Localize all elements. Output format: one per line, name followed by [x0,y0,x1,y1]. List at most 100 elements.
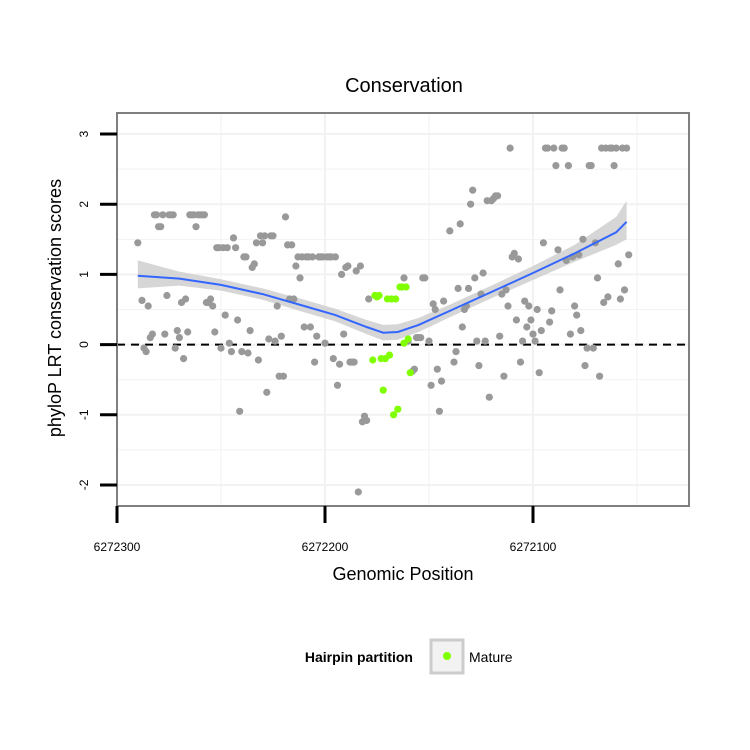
data-point [535,369,543,377]
data-point [469,186,477,194]
data-point [338,270,346,278]
data-point [467,200,475,208]
legend-title: Hairpin partition [305,649,413,665]
data-point [433,365,441,373]
data-point [589,344,597,352]
data-point [182,295,190,303]
data-point [152,211,161,219]
data-point [521,297,529,305]
data-point [610,162,618,170]
data-point [173,327,181,335]
data-point [306,323,314,331]
data-point [354,488,362,496]
data-point [550,144,558,152]
data-point [514,255,523,263]
data-point [229,234,238,242]
data-point [350,358,358,366]
data-point [344,262,352,270]
data-point [296,274,304,282]
data-point [238,348,246,356]
mature-point [385,351,394,359]
data-point [148,330,156,338]
legend-key-mature-point [443,652,451,660]
data-point [242,253,250,261]
data-point [596,372,604,380]
data-point [223,244,231,252]
data-point [292,262,300,270]
data-point [510,249,518,257]
data-point [533,305,541,314]
data-point [269,232,277,240]
data-point [454,284,462,292]
axes: -2 -1 0 1 2 3 6272300 6272200 6272100 [77,130,557,554]
data-point [277,332,285,340]
data-point [564,162,573,170]
data-point [456,220,464,228]
data-point [593,274,602,282]
data-point [531,337,539,345]
data-point [583,344,591,352]
legend-label-mature: Mature [469,649,513,665]
data-point [614,260,622,268]
data-point [579,235,587,243]
data-point [539,239,548,247]
data-point [452,348,460,356]
data-point [600,298,608,307]
mature-point [406,369,414,377]
data-point [523,323,531,331]
data-point [500,372,508,380]
mature-point [402,283,410,291]
data-point [211,328,219,336]
data-point [450,358,458,366]
data-point [259,239,267,247]
data-point [435,407,443,415]
panel-border [116,112,690,507]
data-point [581,362,589,370]
legend: Hairpin partition Mature [305,638,513,675]
data-point [566,330,575,338]
chart-title: Conservation [345,75,463,97]
data-point [481,337,489,345]
data-point [246,327,254,335]
data-point [479,269,487,277]
data-point [261,232,269,240]
mature-point [394,405,402,413]
data-point [502,286,510,294]
data-point [604,293,612,301]
data-point [184,328,192,336]
data-point [446,227,454,235]
smooth-trend-line [137,221,628,334]
data-point [560,144,568,152]
data-point [200,211,208,219]
data-point [437,377,446,385]
data-point [279,372,287,380]
data-point [331,253,339,261]
data-point [554,246,562,254]
y-axis-title: phyloP LRT conservation scores [45,179,65,437]
data-point [333,381,342,389]
mature-point [369,356,377,364]
data-point [573,311,581,319]
data-point [356,262,364,270]
data-point [363,416,371,424]
data-point [504,302,512,310]
data-point [217,344,225,352]
data-point [552,162,560,170]
data-point [612,144,620,152]
data-points [134,144,633,496]
data-point [625,251,633,259]
data-point [587,162,595,170]
data-point [252,239,260,247]
data-point [157,223,165,231]
data-point [308,253,317,261]
mature-point [379,386,387,394]
y-tick-label: 3 [77,130,91,137]
data-point [556,286,564,294]
mature-point [392,295,400,303]
data-point [496,332,504,340]
data-point [234,316,242,324]
data-point [623,144,631,152]
data-point [537,327,545,335]
data-point [548,307,556,315]
